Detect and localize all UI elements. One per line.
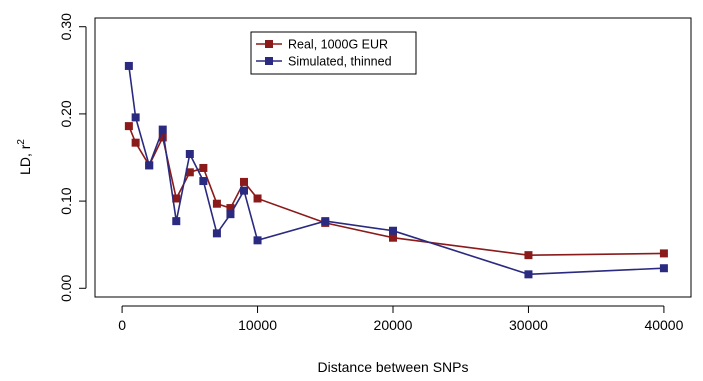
x-tick-label: 30000 — [509, 317, 548, 333]
y-tick-label: 0.20 — [58, 100, 74, 127]
data-point-real — [240, 177, 248, 186]
y-tick-label: 0.30 — [58, 13, 74, 40]
data-point-simulated — [524, 270, 533, 279]
data-point-simulated — [124, 61, 133, 70]
series-line-simulated — [128, 65, 664, 276]
y-axis-label-superscript: 2 — [16, 139, 27, 145]
y-axis-label: LD, r2 — [16, 139, 33, 175]
legend-marker-simulated — [265, 57, 273, 65]
y-tick-label: 0.10 — [58, 187, 74, 214]
legend-label-real: Real, 1000G EUR — [288, 38, 388, 52]
data-point-simulated — [226, 210, 235, 219]
series-layer — [124, 61, 668, 279]
data-point-real — [158, 133, 167, 142]
data-point-simulated — [158, 125, 167, 134]
x-axis-label: Distance between SNPs — [318, 359, 469, 375]
legend-marker-real — [265, 40, 273, 48]
data-point-simulated — [172, 217, 181, 226]
data-point-real — [199, 163, 208, 172]
data-point-simulated — [389, 226, 397, 235]
data-point-simulated — [659, 264, 668, 273]
data-point-simulated — [131, 113, 140, 122]
x-tick-label: 40000 — [644, 317, 683, 333]
data-point-simulated — [240, 186, 248, 195]
x-tick-label: 0 — [118, 317, 126, 333]
legend: Real, 1000G EUR Simulated, thinned — [250, 31, 417, 75]
data-point-real — [131, 138, 140, 147]
data-point-simulated — [185, 150, 194, 159]
data-point-real — [172, 194, 181, 203]
data-point-real — [524, 251, 533, 260]
y-axis: 0.00 0.10 0.20 0.30 — [58, 13, 87, 302]
legend-label-simulated: Simulated, thinned — [288, 55, 392, 69]
data-point-real — [253, 194, 262, 203]
data-point-real — [659, 249, 668, 258]
y-axis-label-main: LD, r — [17, 144, 33, 175]
data-point-real — [226, 204, 235, 213]
data-point-real — [124, 122, 133, 131]
data-point-simulated — [199, 177, 208, 186]
data-point-real — [389, 233, 397, 242]
y-tick-label: 0.00 — [58, 274, 74, 301]
plot-frame — [94, 17, 692, 298]
data-point-simulated — [212, 229, 221, 238]
data-point-simulated — [253, 236, 262, 245]
x-tick-label: 20000 — [374, 317, 413, 333]
x-tick-label: 10000 — [238, 317, 277, 333]
data-point-simulated — [321, 217, 330, 226]
x-axis: 0 10000 20000 30000 40000 — [118, 305, 684, 333]
data-point-real — [185, 168, 194, 177]
legend-box — [250, 31, 417, 75]
data-point-simulated — [145, 161, 154, 170]
data-point-real — [212, 199, 221, 208]
